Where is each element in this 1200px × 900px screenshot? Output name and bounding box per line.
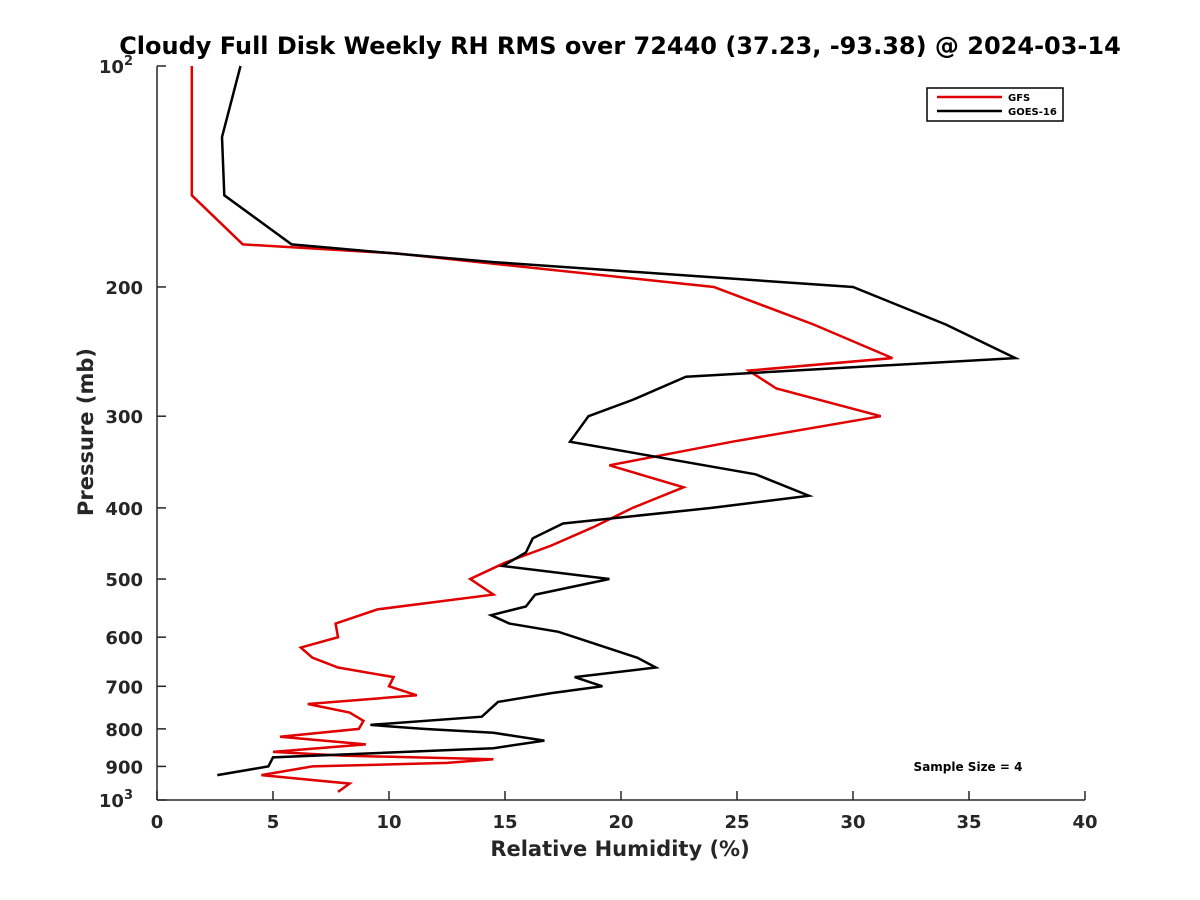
legend: GFS GOES-16	[926, 87, 1064, 122]
y-tick-label-400: 400	[105, 499, 143, 520]
y-tick-label-600: 600	[105, 628, 143, 649]
legend-label-goes16: GOES-16	[1008, 107, 1057, 118]
y-tick-label-900: 900	[105, 757, 143, 778]
legend-label-gfs: GFS	[1008, 93, 1030, 104]
x-tick-label-15: 15	[492, 812, 517, 833]
x-tick-label-25: 25	[724, 812, 749, 833]
y-tick-label-100: 102	[99, 54, 133, 78]
y-tick-label-700: 700	[105, 677, 143, 698]
y-tick-label-1000: 103	[99, 788, 133, 812]
x-tick-label-35: 35	[956, 812, 981, 833]
chart-title: Cloudy Full Disk Weekly RH RMS over 7244…	[119, 32, 1121, 60]
series-line-goes16	[217, 65, 1021, 777]
x-tick-label-10: 10	[376, 812, 401, 833]
series-line-gfs	[190, 66, 893, 793]
x-tick-label-0: 0	[151, 812, 164, 833]
sample-size-annotation: Sample Size = 4	[914, 760, 1023, 774]
x-tick-label-30: 30	[840, 812, 865, 833]
y-tick-label-200: 200	[105, 278, 143, 299]
y-tick-label-300: 300	[105, 407, 143, 428]
x-tick-label-20: 20	[608, 812, 633, 833]
legend-box	[926, 87, 1064, 122]
y-tick-label-500: 500	[105, 570, 143, 591]
axes: 0 5 10 15 20 25 30 35 40 102 200 300 400 500 600 700 800…	[99, 54, 1098, 833]
series-layer	[190, 65, 1021, 793]
y-axis-label: Pressure (mb)	[74, 348, 98, 516]
x-tick-label-5: 5	[267, 812, 280, 833]
y-tick-label-800: 800	[105, 720, 143, 741]
x-tick-label-40: 40	[1072, 812, 1097, 833]
x-axis-label: Relative Humidity (%)	[490, 837, 749, 861]
